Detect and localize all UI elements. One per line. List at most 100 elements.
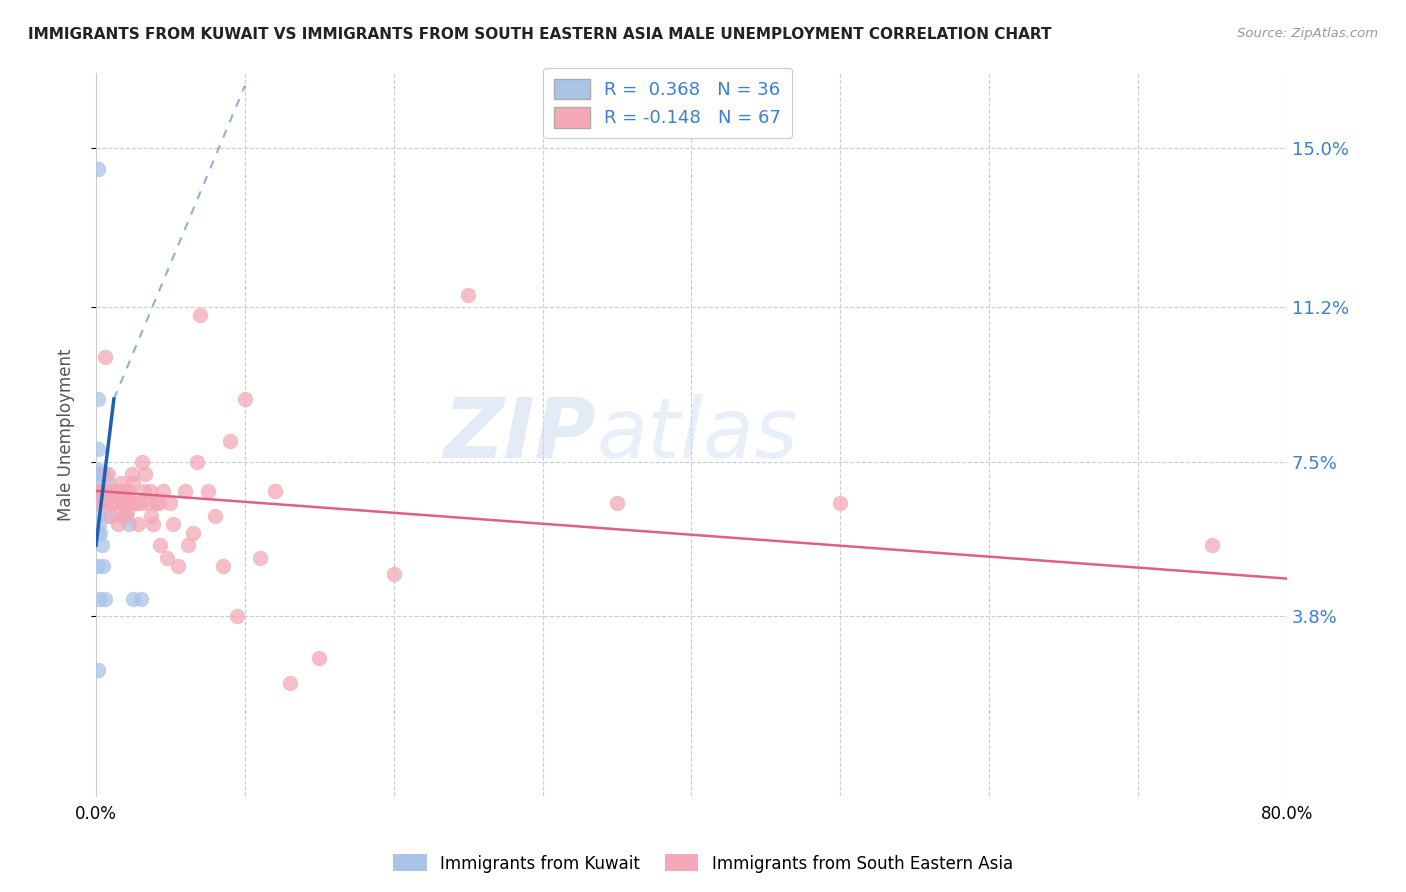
Legend: R =  0.368   N = 36, R = -0.148   N = 67: R = 0.368 N = 36, R = -0.148 N = 67 [543, 68, 792, 138]
Point [122, 592, 145, 607]
Point [111, 483, 134, 498]
Point [118, 483, 141, 498]
Point [125, 496, 148, 510]
Point [94, 350, 117, 364]
Point [87, 517, 110, 532]
Point [197, 483, 219, 498]
Point [830, 496, 852, 510]
Point [308, 651, 330, 665]
Point [98, 496, 121, 510]
Point [108, 483, 131, 498]
Point [112, 508, 135, 523]
Point [138, 483, 160, 498]
Point [139, 508, 162, 523]
Point [122, 475, 145, 490]
Point [87, 496, 110, 510]
Point [100, 483, 122, 498]
Point [121, 467, 143, 482]
Point [100, 483, 122, 498]
Point [107, 483, 129, 498]
Point [86, 525, 108, 540]
Point [97, 475, 120, 490]
Y-axis label: Male Unemployment: Male Unemployment [58, 348, 75, 521]
Point [129, 496, 152, 510]
Point [181, 525, 204, 540]
Point [114, 483, 136, 498]
Point [111, 508, 134, 523]
Point [382, 567, 405, 582]
Point [117, 505, 139, 519]
Point [86, 162, 108, 177]
Point [87, 483, 110, 498]
Point [86, 392, 108, 406]
Text: IMMIGRANTS FROM KUWAIT VS IMMIGRANTS FROM SOUTH EASTERN ASIA MALE UNEMPLOYMENT C: IMMIGRANTS FROM KUWAIT VS IMMIGRANTS FRO… [28, 27, 1052, 42]
Point [226, 609, 249, 624]
Point [145, 496, 167, 510]
Point [1201, 538, 1223, 552]
Text: atlas: atlas [596, 394, 797, 475]
Point [101, 496, 124, 510]
Point [124, 496, 146, 510]
Point [118, 517, 141, 532]
Text: Source: ZipAtlas.com: Source: ZipAtlas.com [1237, 27, 1378, 40]
Point [142, 517, 165, 532]
Point [103, 483, 125, 498]
Legend: Immigrants from Kuwait, Immigrants from South Eastern Asia: Immigrants from Kuwait, Immigrants from … [387, 847, 1019, 880]
Point [114, 496, 136, 510]
Point [107, 517, 129, 532]
Point [457, 287, 479, 301]
Point [93, 483, 115, 498]
Point [152, 483, 174, 498]
Point [174, 483, 197, 498]
Point [89, 496, 111, 510]
Point [104, 496, 127, 510]
Point [233, 392, 256, 406]
Point [107, 483, 129, 498]
Point [93, 559, 115, 574]
Point [97, 496, 120, 510]
Point [131, 455, 153, 469]
Point [97, 467, 120, 482]
Point [211, 559, 233, 574]
Point [606, 496, 628, 510]
Point [105, 496, 128, 510]
Point [110, 475, 132, 490]
Point [98, 508, 121, 523]
Point [89, 525, 111, 540]
Point [111, 496, 134, 510]
Point [91, 483, 114, 498]
Point [96, 483, 118, 498]
Point [162, 517, 184, 532]
Point [177, 538, 200, 552]
Point [132, 483, 155, 498]
Point [149, 538, 172, 552]
Point [91, 496, 114, 510]
Point [159, 496, 181, 510]
Point [134, 467, 156, 482]
Point [100, 508, 122, 523]
Point [103, 483, 125, 498]
Point [86, 483, 108, 498]
Point [87, 463, 110, 477]
Point [89, 483, 111, 498]
Point [167, 559, 190, 574]
Point [91, 538, 114, 552]
Point [114, 508, 136, 523]
Point [86, 664, 108, 678]
Point [89, 483, 111, 498]
Point [93, 483, 115, 498]
Point [127, 517, 149, 532]
Point [87, 592, 110, 607]
Point [204, 508, 226, 523]
Point [87, 475, 110, 490]
Point [86, 559, 108, 574]
Text: ZIP: ZIP [443, 394, 596, 475]
Point [188, 309, 211, 323]
Point [219, 434, 242, 448]
Point [89, 467, 111, 482]
Point [156, 550, 179, 565]
Point [94, 467, 117, 482]
Point [249, 550, 271, 565]
Point [86, 508, 108, 523]
Point [86, 442, 108, 456]
